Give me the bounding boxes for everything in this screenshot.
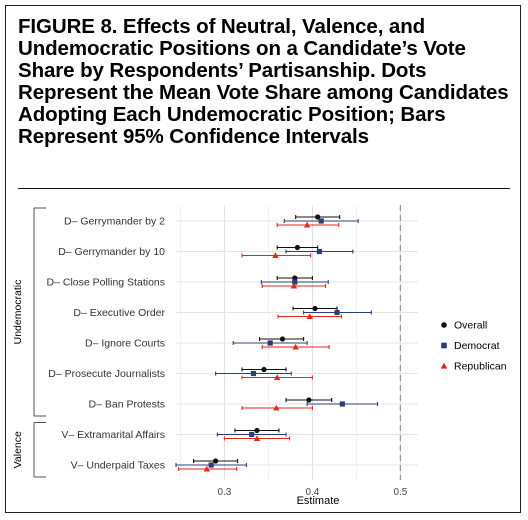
group-label: Undemocratic bbox=[12, 280, 24, 345]
x-tick-label: 0.4 bbox=[305, 487, 319, 498]
category-label: D– Gerrymander by 10 bbox=[58, 246, 165, 258]
point-overall bbox=[312, 305, 318, 312]
category-label: V– Underpaid Taxes bbox=[71, 460, 165, 472]
point-overall bbox=[254, 427, 260, 434]
point-democrat bbox=[339, 401, 345, 407]
legend-marker-democrat bbox=[441, 342, 447, 349]
group-brackets-layer: Undemocratic Valence bbox=[12, 207, 46, 478]
point-republican bbox=[292, 343, 299, 350]
point-democrat bbox=[249, 431, 255, 438]
point-republican bbox=[272, 252, 279, 258]
point-overall bbox=[213, 458, 219, 464]
point-democrat bbox=[267, 340, 273, 346]
category-labels-layer: 0.3 0.4 0.5 D– Gerrymander by 2 D– Gerrymand… bbox=[47, 216, 408, 499]
point-republican bbox=[290, 282, 298, 289]
point-republican bbox=[274, 374, 281, 380]
point-democrat bbox=[250, 370, 257, 377]
category-label: D– Executive Order bbox=[73, 307, 165, 319]
category-label: D– Prosecute Journalists bbox=[48, 368, 165, 380]
point-overall bbox=[279, 336, 286, 342]
group-label: Valence bbox=[12, 431, 24, 468]
point-overall bbox=[294, 244, 301, 251]
x-axis-title: Estimate bbox=[297, 495, 340, 507]
point-overall bbox=[306, 397, 312, 403]
point-republican bbox=[253, 435, 261, 441]
figure-frame bbox=[5, 5, 521, 513]
category-label: D– Gerrymander by 2 bbox=[64, 216, 165, 228]
point-democrat bbox=[334, 309, 340, 316]
category-label: D– Close Polling Stations bbox=[47, 277, 165, 289]
point-democrat bbox=[292, 279, 298, 285]
point-republican bbox=[303, 221, 311, 228]
category-label: V– Extramarital Affairs bbox=[61, 429, 165, 441]
point-overall bbox=[292, 275, 298, 281]
legend-marker-republican bbox=[440, 362, 448, 369]
title-rule bbox=[18, 188, 510, 189]
point-republican bbox=[203, 465, 210, 472]
legend-layer: Overall Democrat Republican bbox=[440, 320, 507, 373]
point-democrat bbox=[316, 248, 323, 255]
legend-label-democrat: Democrat bbox=[454, 340, 500, 352]
legend-marker-overall bbox=[441, 322, 447, 328]
legend-label-republican: Republican bbox=[454, 361, 507, 373]
category-label: D– Ban Protests bbox=[89, 399, 165, 411]
category-label: D– Ignore Courts bbox=[85, 338, 165, 350]
x-tick-label: 0.3 bbox=[217, 487, 231, 498]
figure-title: FIGURE 8. Effects of Neutral, Valence, a… bbox=[18, 15, 509, 148]
legend-label-overall: Overall bbox=[454, 320, 487, 332]
point-republican bbox=[273, 404, 280, 411]
point-democrat bbox=[318, 218, 324, 224]
point-republican bbox=[306, 313, 313, 319]
point-overall bbox=[261, 366, 267, 373]
points-layer bbox=[203, 214, 345, 472]
point-overall bbox=[315, 214, 321, 220]
x-tick-label: 0.5 bbox=[393, 487, 407, 498]
point-democrat bbox=[208, 462, 214, 468]
